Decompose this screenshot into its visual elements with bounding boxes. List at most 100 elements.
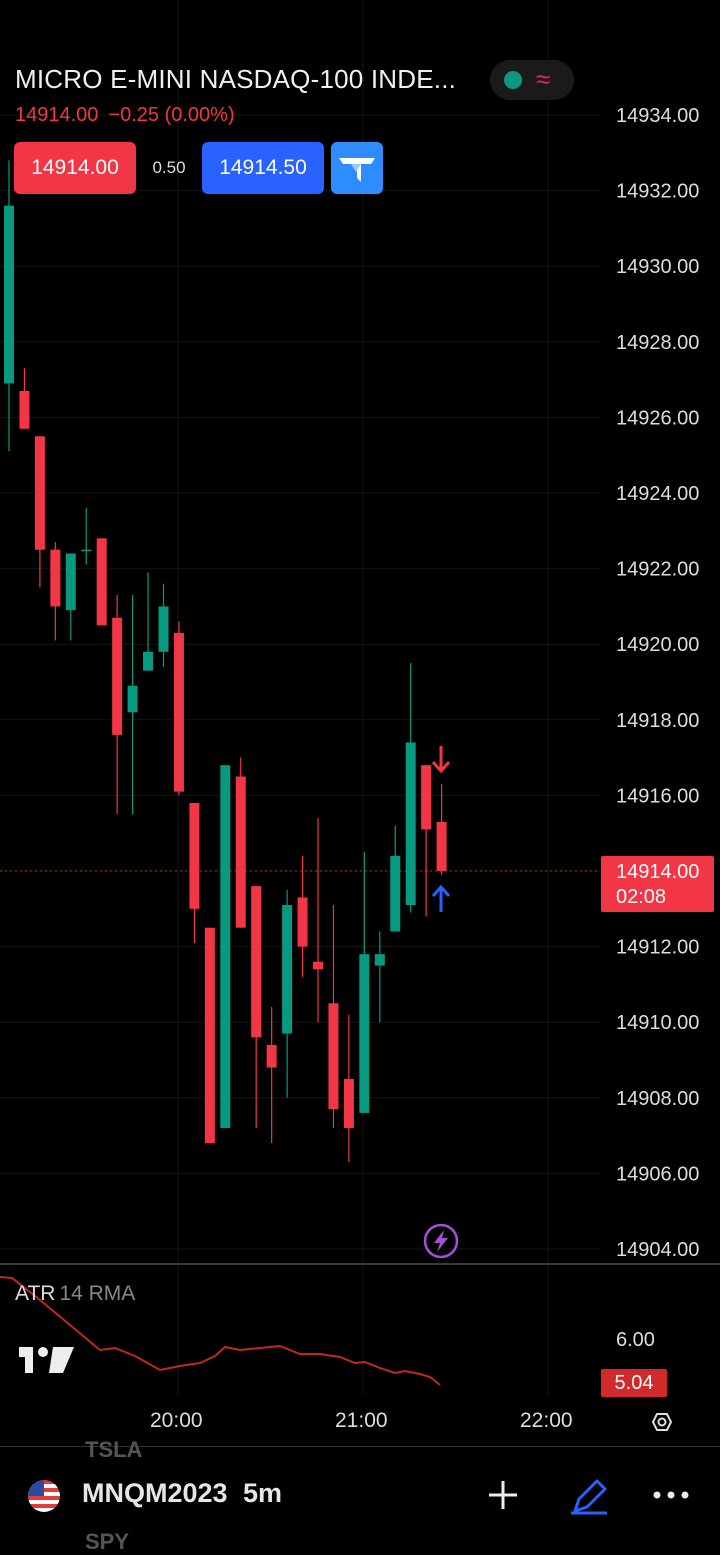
- price-tick-label: 14928.00: [616, 332, 699, 354]
- candle: [143, 572, 154, 671]
- pen-icon[interactable]: [567, 1473, 611, 1517]
- candle: [405, 663, 416, 913]
- sell-button[interactable]: 14914.00: [14, 142, 136, 194]
- candle-body: [297, 897, 308, 947]
- candle: [266, 1007, 277, 1144]
- wave-icon: ≈: [536, 64, 551, 94]
- candle: [421, 765, 432, 917]
- price-tick-label: 14918.00: [616, 710, 699, 732]
- candle-body: [19, 390, 30, 429]
- candle-body: [34, 436, 45, 550]
- price-axis: 14934.00 14932.00 14930.00 14928.00 14926.00…: [616, 105, 699, 1261]
- price-tick-label: 14906.00: [616, 1163, 699, 1185]
- price-chart[interactable]: 14934.00 14932.00 14930.00 14928.00 14926.00…: [0, 0, 720, 1446]
- candle-body: [127, 685, 138, 713]
- status-toggle[interactable]: ≈: [490, 60, 574, 100]
- buy-button[interactable]: 14914.50: [202, 142, 324, 194]
- candle: [328, 905, 339, 1129]
- atr-line: [0, 1276, 441, 1386]
- candle-body: [50, 549, 61, 607]
- sell-arrow-icon: [431, 746, 451, 774]
- ghost-symbol-above: TSLA: [85, 1437, 143, 1462]
- candle: [19, 368, 30, 429]
- tradingview-logo-icon: [339, 158, 375, 182]
- candle-body: [436, 821, 447, 871]
- candle: [81, 508, 92, 565]
- candle: [251, 886, 262, 1129]
- time-label-22: 22:00: [520, 1409, 573, 1432]
- candle-body: [405, 742, 416, 906]
- price-tick-label: 14922.00: [616, 559, 699, 581]
- atr-name: ATR: [15, 1282, 56, 1305]
- candle: [96, 538, 107, 626]
- candle: [313, 818, 323, 1023]
- price-tick-label: 14934.00: [616, 105, 699, 127]
- candle-body: [282, 905, 293, 1034]
- price-tick-label: 14908.00: [616, 1088, 699, 1110]
- candle-body: [374, 954, 385, 966]
- flash-icon[interactable]: [423, 1223, 459, 1259]
- candle: [65, 553, 76, 641]
- candle-body: [173, 632, 184, 792]
- price-tick-label: 14904.00: [616, 1239, 699, 1261]
- candle-body: [158, 606, 169, 652]
- candle-countdown: 02:08: [616, 886, 667, 908]
- atr-indicator-label[interactable]: ATR 14 RMA: [15, 1282, 135, 1306]
- last-price-tag: 14914.00 02:08: [601, 856, 714, 912]
- symbol-selector[interactable]: MNQM2023: [82, 1478, 228, 1508]
- status-dot-icon: [504, 71, 522, 89]
- candle: [359, 852, 370, 1113]
- candle: [235, 757, 246, 928]
- candle: [282, 889, 293, 1098]
- candle-body: [220, 765, 231, 1129]
- instrument-title[interactable]: MICRO E-MINI NASDAQ-100 INDE...: [15, 64, 457, 94]
- candle-body: [112, 617, 123, 735]
- price-tag-value: 14914.00: [616, 861, 700, 883]
- more-icon[interactable]: [649, 1473, 693, 1517]
- candle: [436, 784, 447, 875]
- chart-grid: [0, 0, 600, 1395]
- candle: [112, 595, 123, 815]
- candle: [127, 595, 138, 815]
- candle-body: [251, 886, 262, 1038]
- time-label-21: 21:00: [335, 1409, 388, 1432]
- candle-body: [343, 1078, 354, 1129]
- tradingview-watermark-icon: [19, 1347, 74, 1373]
- price-tick-label: 14924.00: [616, 483, 699, 505]
- price-change: −0.25 (0.00%): [108, 104, 235, 126]
- candle: [374, 931, 385, 1023]
- broker-button[interactable]: [331, 142, 383, 194]
- candle-body: [328, 1003, 339, 1110]
- candle-body: [266, 1044, 277, 1068]
- candle: [34, 436, 45, 588]
- ghost-symbol-below: SPY: [85, 1529, 130, 1554]
- candle-body: [4, 205, 14, 384]
- candle-body: [96, 538, 107, 626]
- atr-params: 14 RMA: [59, 1282, 136, 1305]
- candle: [158, 583, 169, 667]
- candle-body: [359, 954, 370, 1113]
- buy-arrow-icon: [431, 884, 451, 912]
- us-flag-icon[interactable]: [28, 1480, 60, 1512]
- atr-axis-label: 6.00: [616, 1329, 655, 1351]
- candle-body: [235, 776, 246, 928]
- candle: [297, 855, 308, 977]
- candle-body: [143, 651, 154, 671]
- time-label-20: 20:00: [150, 1409, 203, 1432]
- price-tick-label: 14930.00: [616, 256, 699, 278]
- price-tick-label: 14932.00: [616, 181, 699, 203]
- atr-value-tag: 5.04: [601, 1369, 667, 1397]
- settings-icon[interactable]: [651, 1413, 673, 1431]
- last-price: 14914.00: [15, 104, 99, 126]
- candle: [173, 621, 184, 796]
- candle: [50, 542, 61, 641]
- candle: [343, 1014, 354, 1163]
- interval-selector[interactable]: 5m: [243, 1478, 283, 1508]
- candle-body: [65, 553, 76, 611]
- candle-body: [313, 961, 323, 970]
- price-tick-label: 14912.00: [616, 937, 699, 959]
- price-tick-label: 14910.00: [616, 1012, 699, 1034]
- plus-icon[interactable]: [481, 1473, 525, 1517]
- candle: [204, 927, 215, 1144]
- price-tick-label: 14926.00: [616, 407, 699, 429]
